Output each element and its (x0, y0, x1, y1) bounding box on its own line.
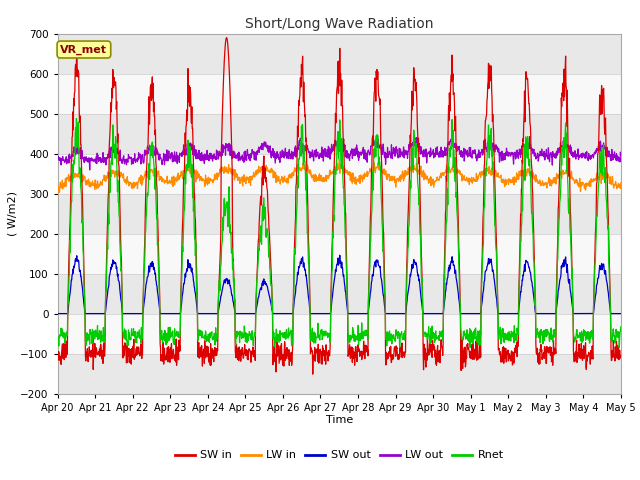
Legend: SW in, LW in, SW out, LW out, Rnet: SW in, LW in, SW out, LW out, Rnet (170, 446, 508, 465)
Bar (58, 73, 621, 114)
Title: Short/Long Wave Radiation: Short/Long Wave Radiation (245, 17, 433, 31)
X-axis label: Time: Time (326, 415, 353, 425)
Bar (58, 154, 621, 193)
Text: VR_met: VR_met (60, 44, 108, 55)
Bar (58, 114, 621, 154)
Bar (58, 274, 621, 313)
Bar (58, 354, 621, 394)
Bar (58, 234, 621, 274)
Y-axis label: ( W/m2): ( W/m2) (8, 191, 17, 236)
Bar (58, 34, 621, 73)
Bar (58, 193, 621, 234)
Bar (58, 313, 621, 354)
